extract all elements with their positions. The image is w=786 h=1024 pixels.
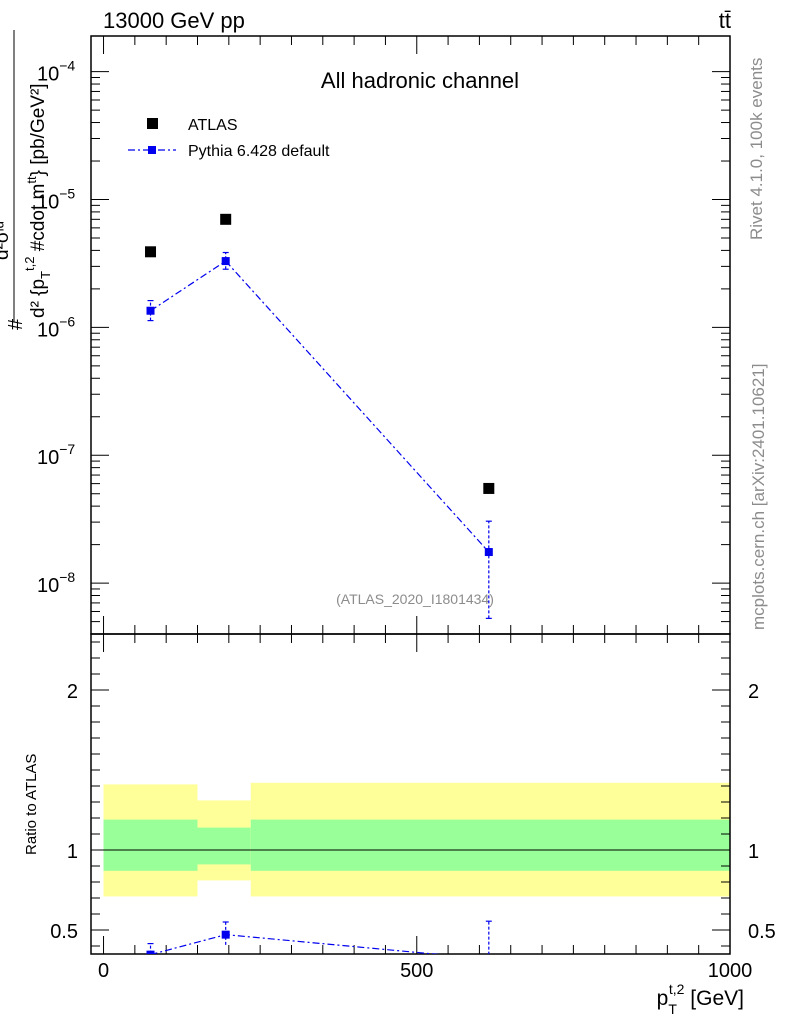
ratio-data-layer bbox=[146, 920, 493, 963]
x-axis-label: pTt,2 [GeV] bbox=[657, 981, 744, 1017]
main-y-tick-label: 10−7 bbox=[37, 441, 75, 469]
ratio-band-inner bbox=[197, 827, 251, 865]
main-y-tick-label: 10−6 bbox=[37, 313, 75, 341]
ratio-data-point bbox=[146, 950, 155, 954]
mcplots-note: mcplots.cern.ch [arXiv:2401.10621] bbox=[749, 364, 768, 630]
ratio-y-tick-label-right: 0.5 bbox=[748, 921, 776, 943]
ylabel-units: } [pb/GeV²] bbox=[28, 83, 49, 176]
x-axis: 0 500 1000 bbox=[98, 36, 752, 982]
legend-atlas-label: ATLAS bbox=[188, 117, 238, 134]
svg-text:#: # bbox=[5, 318, 27, 330]
main-y-axis: 10−8 10−7 10−6 10−5 10−4 bbox=[37, 58, 730, 635]
pythia-data-point bbox=[221, 257, 230, 266]
ratio-data-point bbox=[485, 955, 493, 963]
x-tick-label: 0 bbox=[98, 960, 109, 982]
ratio-y-tick-label-right: 1 bbox=[748, 841, 759, 863]
main-y-tick-label: 10−4 bbox=[37, 58, 75, 86]
ylabel-sup-t2: t,2 bbox=[22, 256, 37, 270]
svg-text:d² {pTt,2 #cdot mtt} [pb/GeV²]: d² {pTt,2 #cdot mtt} [pb/GeV²] bbox=[22, 83, 53, 318]
main-y-tick-label: 10−5 bbox=[37, 186, 75, 214]
main-y-axis-label: # d²σᶦᵈ d² {pTt,2 #cdot mtt} [pb/GeV²] bbox=[0, 30, 53, 330]
ratio-y-tick-label: 2 bbox=[67, 681, 78, 703]
ratio-y-axis: 0.5 0.5 1 1 2 2 bbox=[50, 641, 776, 947]
ratio-band-inner bbox=[103, 819, 198, 871]
ylabel-cdot: #cdot m bbox=[28, 184, 49, 257]
pythia-data-point bbox=[146, 306, 155, 315]
ylabel-denominator-a: d² {p bbox=[28, 279, 49, 318]
atlas-data-point bbox=[220, 213, 232, 225]
ratio-y-axis-label: Ratio to ATLAS bbox=[23, 754, 40, 855]
atlas-data-point bbox=[145, 246, 157, 258]
atlas-data-point bbox=[483, 482, 495, 494]
ratio-pythia-line bbox=[150, 934, 441, 954]
chart-title: All hadronic channel bbox=[321, 68, 519, 93]
ratio-y-tick-label: 1 bbox=[67, 841, 78, 863]
x-tick-label: 500 bbox=[400, 960, 433, 982]
legend-atlas-marker bbox=[147, 118, 158, 129]
ratio-y-tick-label-right: 2 bbox=[748, 681, 759, 703]
ylabel-sub-t: T bbox=[38, 271, 53, 279]
main-y-tick-label: 10−8 bbox=[37, 569, 75, 597]
x-tick-label: 1000 bbox=[708, 960, 753, 982]
process-label: tt̄ bbox=[719, 8, 731, 33]
main-data-layer bbox=[145, 213, 495, 619]
main-panel-frame bbox=[90, 35, 731, 635]
ylabel-hash: # bbox=[5, 318, 27, 330]
ratio-y-tick-label: 0.5 bbox=[50, 921, 78, 943]
energy-label: 13000 GeV pp bbox=[103, 8, 245, 33]
rivet-note: Rivet 4.1.0, 100k events bbox=[747, 58, 766, 240]
pythia-data-point bbox=[484, 548, 493, 557]
legend: ATLAS Pythia 6.428 default bbox=[128, 117, 330, 160]
ratio-band-inner bbox=[250, 819, 730, 871]
ylabel-sub-tt: tt bbox=[24, 176, 39, 184]
ratio-panel-frame bbox=[90, 633, 731, 955]
legend-pythia-marker bbox=[148, 146, 156, 154]
ylabel-numerator: d²σᶦᵈ bbox=[0, 221, 13, 260]
pythia-line bbox=[150, 260, 490, 553]
ratio-data-point bbox=[221, 930, 230, 939]
legend-pythia-label: Pythia 6.428 default bbox=[188, 143, 330, 160]
analysis-tag: (ATLAS_2020_I1801434) bbox=[336, 591, 494, 607]
ratio-uncertainty-bands bbox=[103, 782, 730, 897]
